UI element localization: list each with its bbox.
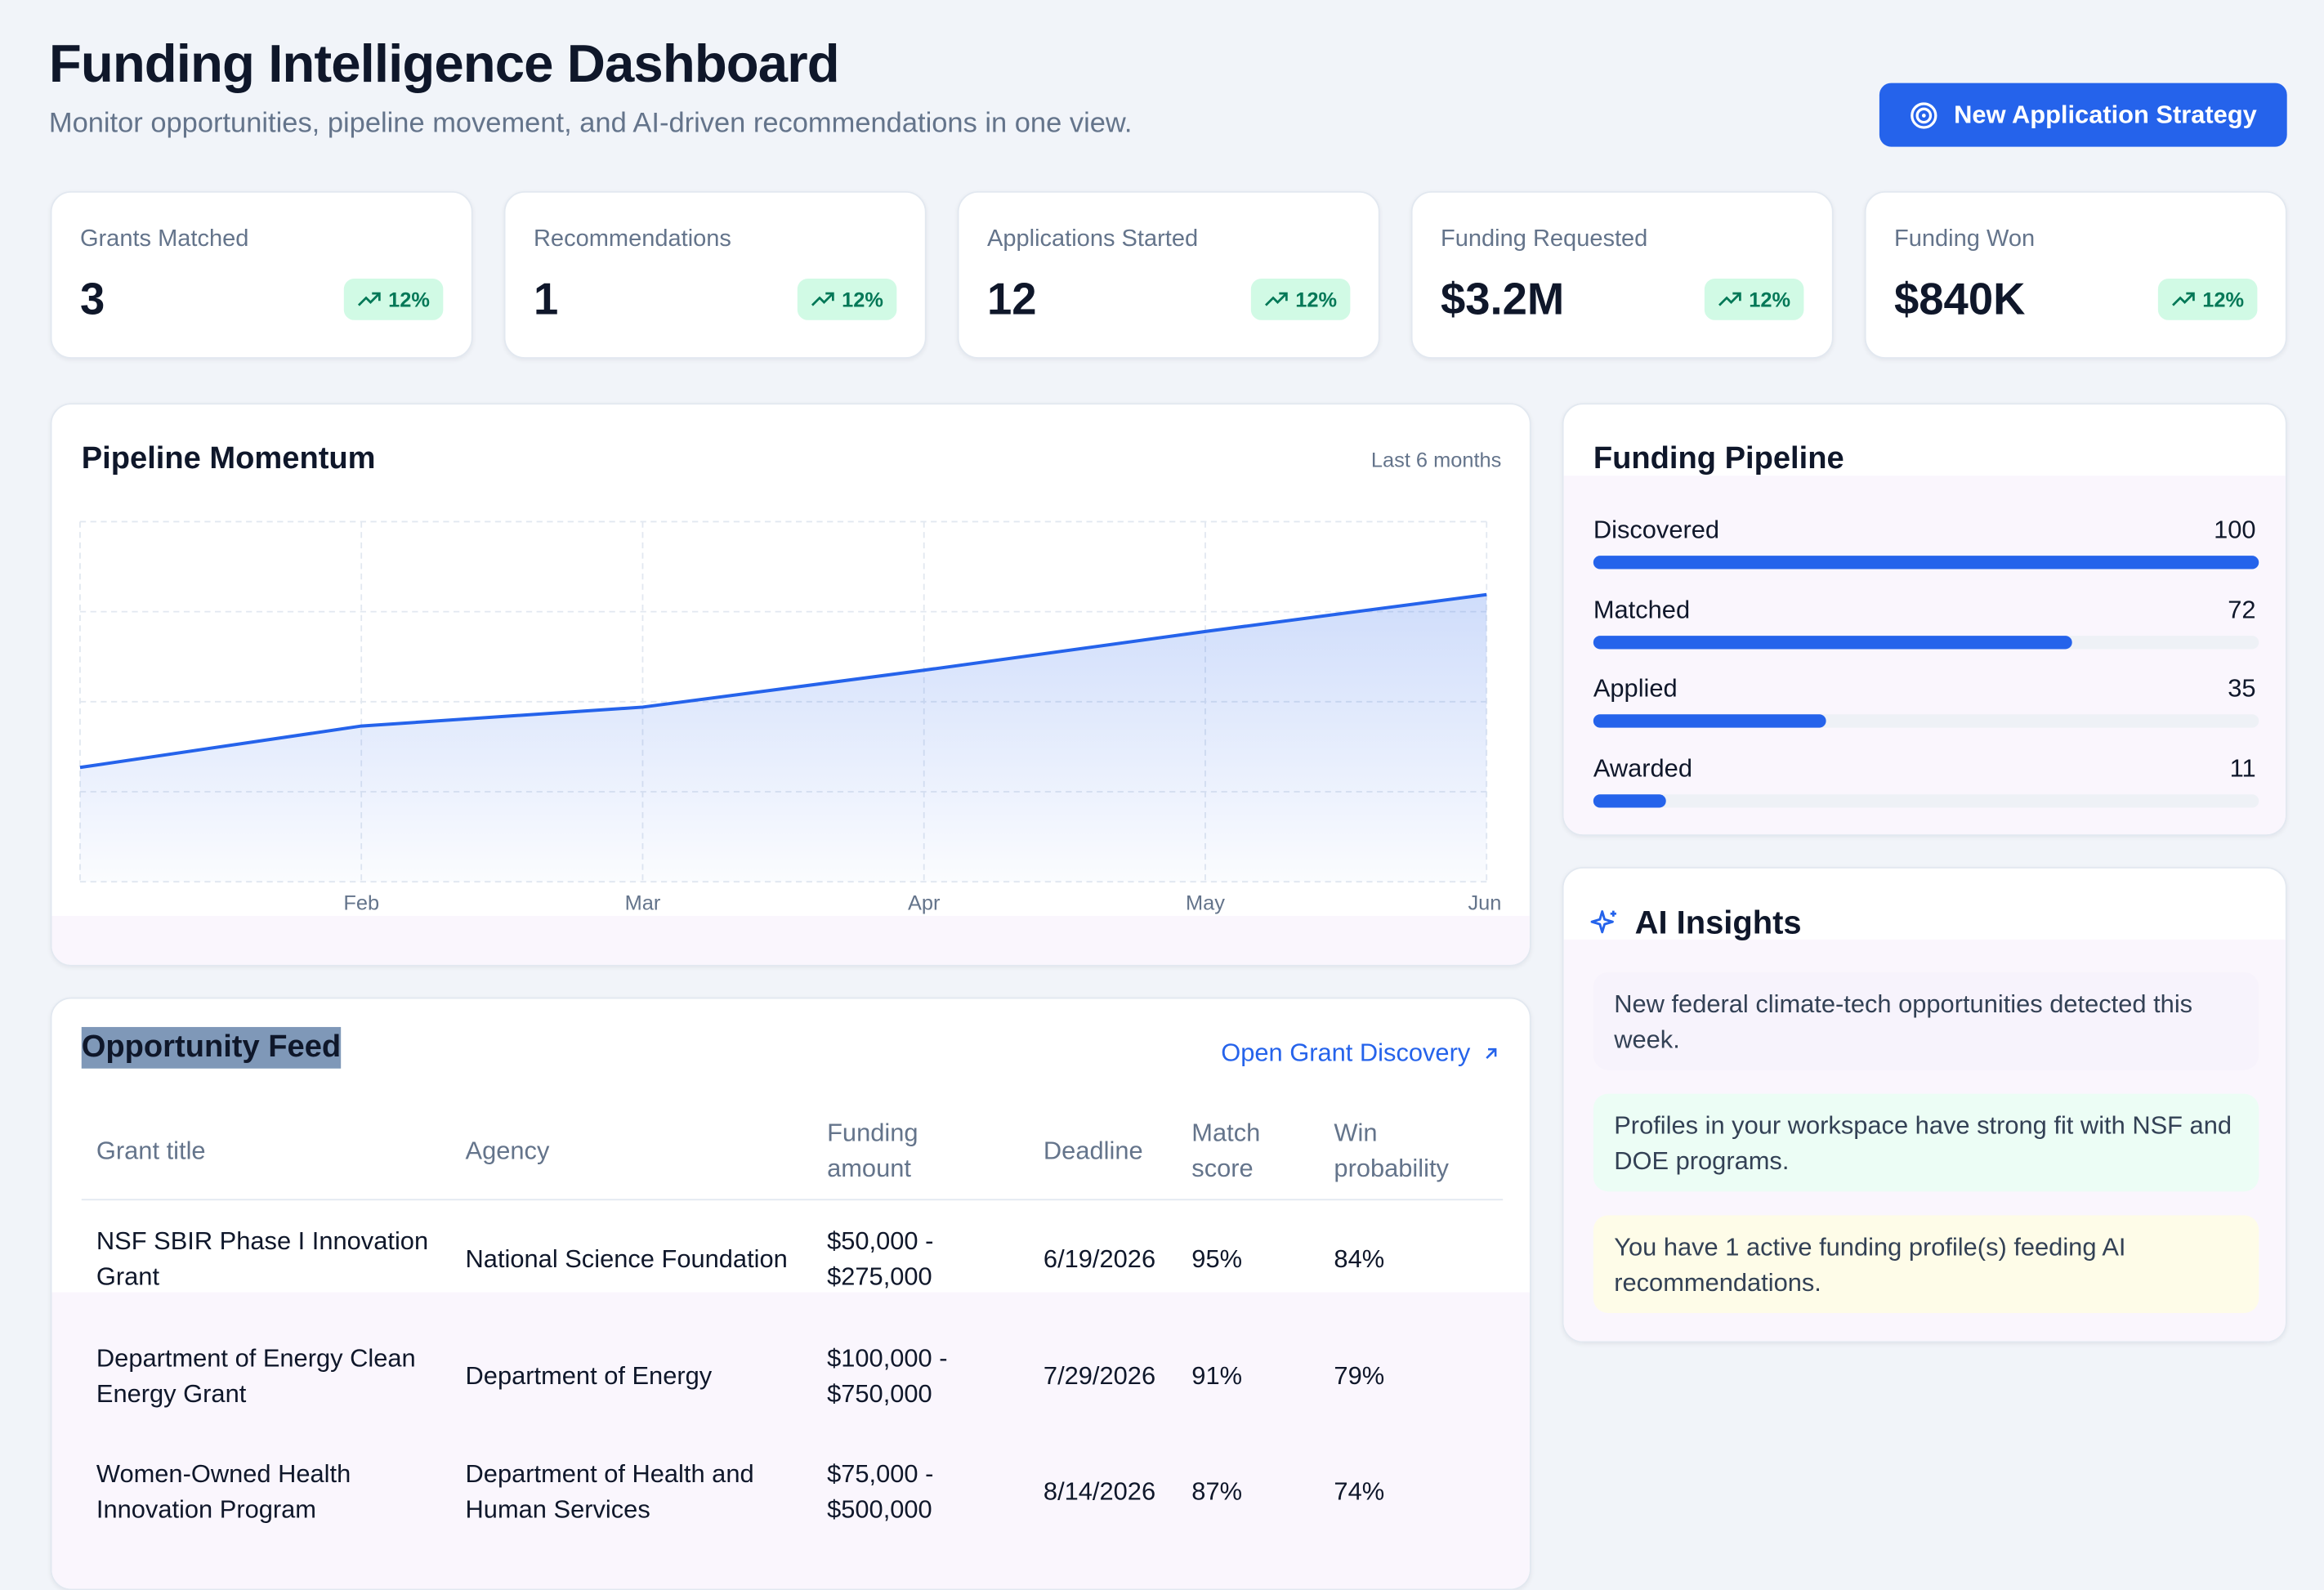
stat-card: Applications Started 12 12% [958,191,1380,359]
stage-value: 100 [2214,516,2255,545]
cell: 87% [1191,1455,1325,1530]
cell: 74% [1334,1455,1497,1530]
stat-card: Grants Matched 3 12% [51,191,473,359]
stage-value: 11 [2230,754,2256,784]
stat-value: $3.2M [1441,275,1564,326]
change-badge: 12% [798,279,897,320]
column-header: Grant title [96,1114,437,1189]
cell: 84% [1334,1222,1497,1297]
sparkle-icon [1590,909,1620,938]
stat-label: Grants Matched [80,227,248,254]
trend-icon [357,291,381,309]
target-icon [1910,100,1939,129]
cell: NSF SBIR Phase I Innovation Grant [96,1222,437,1297]
stage-value: 72 [2228,596,2255,625]
cell: $50,000 - $275,000 [827,1222,975,1297]
cell: 8/14/2026 [1044,1455,1184,1530]
stat-card: Funding Won $840K 12% [1865,191,2287,359]
column-header: Win probability [1334,1114,1497,1189]
column-header: Agency [466,1114,814,1189]
page-title: Funding Intelligence Dashboard [49,33,839,95]
card-tint [51,1253,1531,1590]
trend-icon [1718,291,1741,309]
cell: $100,000 - $750,000 [827,1339,975,1414]
stage-label: Applied [1593,675,1678,704]
cell: 6/19/2026 [1044,1222,1184,1297]
feed-card: Opportunity Feed Open Grant Discovery Gr… [51,998,1531,1590]
cell: Department of Health and Human Services [466,1455,814,1530]
stage-bar [1593,556,2259,569]
stage-track [1593,794,2259,807]
cell: 79% [1334,1339,1497,1414]
link-label: Open Grant Discovery [1221,1038,1470,1068]
trend-icon [2171,291,2195,309]
momentum-card: Pipeline Momentum Last 6 months [51,403,1531,966]
change-badge: 12% [344,279,444,320]
grant-discovery-link[interactable]: Open Grant Discovery [1221,1038,1499,1068]
stage-bar [1593,794,1667,807]
pipeline-card: Funding Pipeline Discovered 100 Matched 72 A… [1562,403,2287,836]
insight: Profiles in your workspace have strong f… [1593,1094,2259,1192]
stat-label: Recommendations [534,227,731,254]
stat-value: 3 [80,275,105,326]
cell: Women-Owned Health Innovation Program [96,1455,437,1530]
stat-label: Funding Won [1894,227,2035,254]
cell: 95% [1191,1222,1325,1297]
change-badge: 12% [1251,279,1351,320]
trend-icon [811,291,834,309]
stage-label: Awarded [1593,754,1692,784]
card-title: Opportunity Feed [82,1027,341,1069]
stat-label: Applications Started [987,227,1198,254]
stage-label: Matched [1593,596,1690,625]
stage-value: 35 [2228,675,2255,704]
stage-bar [1593,636,2072,649]
card-title: Pipeline Momentum [82,442,376,478]
change-badge: 12% [2158,279,2258,320]
change-badge: 12% [1705,279,1804,320]
page-subtitle: Monitor opportunities, pipeline movement… [49,108,1133,141]
stat-card: Recommendations 1 12% [504,191,927,359]
cell: National Science Foundation [466,1222,814,1297]
stage-label: Discovered [1593,516,1719,545]
card-title: AI Insights [1635,904,1802,942]
cell: Department of Energy [466,1339,814,1414]
external-icon [1482,1045,1500,1063]
stat-label: Funding Requested [1441,227,1647,254]
stat-card: Funding Requested $3.2M 12% [1411,191,1834,359]
cell: $75,000 - $500,000 [827,1455,975,1530]
insights-card: AI Insights New federal climate-tech opp… [1562,867,2287,1342]
insight: You have 1 active funding profile(s) fee… [1593,1215,2259,1313]
stage-bar [1593,715,1826,728]
stat-value: 12 [987,275,1037,326]
cell: 7/29/2026 [1044,1339,1184,1414]
new-strategy-button[interactable]: New Application Strategy [1879,83,2287,147]
trend-icon [1264,291,1288,309]
button-label: New Application Strategy [1954,100,2257,129]
header-divider [82,1199,1503,1200]
card-tint [51,916,1531,967]
card-title: Funding Pipeline [1593,442,1844,478]
cell: 91% [1191,1339,1325,1414]
cell: Department of Energy Clean Energy Grant [96,1339,437,1414]
column-header: Match score [1191,1114,1325,1189]
column-header: Funding amount [827,1114,975,1189]
column-header: Deadline [1044,1114,1184,1189]
stat-value: $840K [1894,275,2025,326]
insight: New federal climate-tech opportunities d… [1593,972,2259,1070]
range-label: Last 6 months [1371,448,1502,471]
stat-value: 1 [534,275,558,326]
